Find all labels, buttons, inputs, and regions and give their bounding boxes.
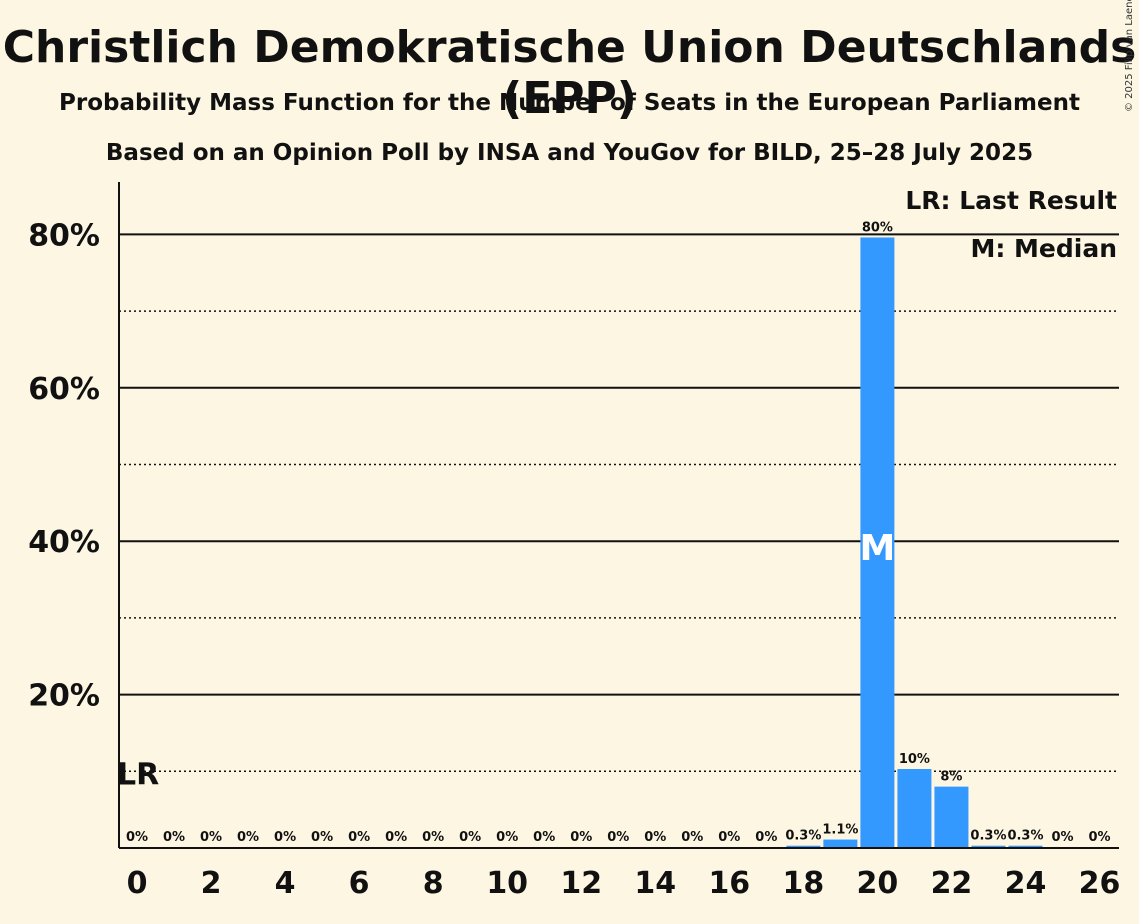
y-tick-label: 40% <box>28 525 100 560</box>
bar-value-label: 0% <box>348 830 370 845</box>
bar-value-label: 0% <box>718 830 740 845</box>
bar-value-label: 0% <box>422 830 444 845</box>
x-tick-label: 16 <box>708 866 750 901</box>
bar-value-label: 0% <box>570 830 592 845</box>
annotations: LR M <box>117 528 895 792</box>
y-tick-label: 60% <box>28 372 100 407</box>
bar-value-label: 80% <box>862 220 893 235</box>
bar-seats-22 <box>934 786 969 848</box>
chart-subtitle-source: Based on an Opinion Poll by INSA and You… <box>105 140 1034 166</box>
bar-seats-19 <box>823 839 858 848</box>
bar-value-label: 0% <box>459 830 481 845</box>
bar-value-label: 0% <box>496 830 518 845</box>
x-tick-label: 26 <box>1079 866 1121 901</box>
x-tick-label: 20 <box>857 866 899 901</box>
median-marker: M <box>859 528 895 569</box>
x-tick-label: 22 <box>931 866 973 901</box>
x-tick-label: 4 <box>275 866 296 901</box>
bar-value-label: 0% <box>681 830 703 845</box>
bar-value-label: 0% <box>533 830 555 845</box>
gridlines <box>119 233 1119 773</box>
y-axis-ticks: 20% 40% 60% 80% <box>28 218 100 713</box>
bar-value-label: 0% <box>237 830 259 845</box>
legend-last-result: LR: Last Result <box>905 186 1117 215</box>
bar-value-label: 1.1% <box>822 823 858 838</box>
bar-seats-18 <box>786 845 821 848</box>
bar-value-label: 0% <box>200 830 222 845</box>
y-tick-label: 80% <box>28 218 100 253</box>
bar-value-label: 0% <box>311 830 333 845</box>
bar-value-label: 0.3% <box>970 829 1006 844</box>
x-tick-label: 12 <box>560 866 602 901</box>
bar-labels: 0% 0% 0% 0% 0% 0% 0% 0% 0% 0% 0% 0% 0% 0% 0% 0% 0% 0% 0.3%… <box>126 220 1111 845</box>
bar-value-label: 0% <box>1051 830 1073 845</box>
bar-seats-21 <box>897 768 932 848</box>
bar-value-label: 8% <box>940 770 962 785</box>
x-tick-label: 24 <box>1005 866 1047 901</box>
bar-value-label: 0% <box>755 830 777 845</box>
legend-median: M: Median <box>970 234 1117 263</box>
x-tick-label: 8 <box>423 866 444 901</box>
bar-value-label: 0% <box>644 830 666 845</box>
bar-value-label: 0% <box>607 830 629 845</box>
bar-value-label: 0% <box>274 830 296 845</box>
bar-value-label: 0% <box>385 830 407 845</box>
last-result-marker: LR <box>117 757 159 792</box>
x-tick-label: 14 <box>634 866 676 901</box>
x-tick-label: 2 <box>201 866 222 901</box>
bar-value-label: 0% <box>126 830 148 845</box>
bars <box>786 237 1043 848</box>
chart-title: Christlich Demokratische Union Deutschla… <box>2 22 1137 124</box>
bar-seats-23 <box>971 845 1006 848</box>
bar-value-label: 0.3% <box>785 829 821 844</box>
x-tick-label: 10 <box>486 866 528 901</box>
bar-value-label: 0% <box>163 830 185 845</box>
y-tick-label: 20% <box>28 679 100 714</box>
axes <box>118 182 1119 849</box>
x-tick-label: 6 <box>349 866 370 901</box>
x-tick-label: 0 <box>127 866 148 901</box>
bar-value-label: 10% <box>899 752 930 767</box>
x-tick-label: 18 <box>782 866 824 901</box>
chart-subtitle: Probability Mass Function for the Number… <box>59 90 1080 116</box>
x-axis-ticks: 0 2 4 6 8 10 12 14 16 18 20 22 24 26 <box>127 866 1121 901</box>
bar-value-label: 0.3% <box>1007 829 1043 844</box>
bar-value-label: 0% <box>1088 830 1110 845</box>
bar-seats-24 <box>1008 845 1043 848</box>
bar-seats-20 <box>860 237 895 848</box>
